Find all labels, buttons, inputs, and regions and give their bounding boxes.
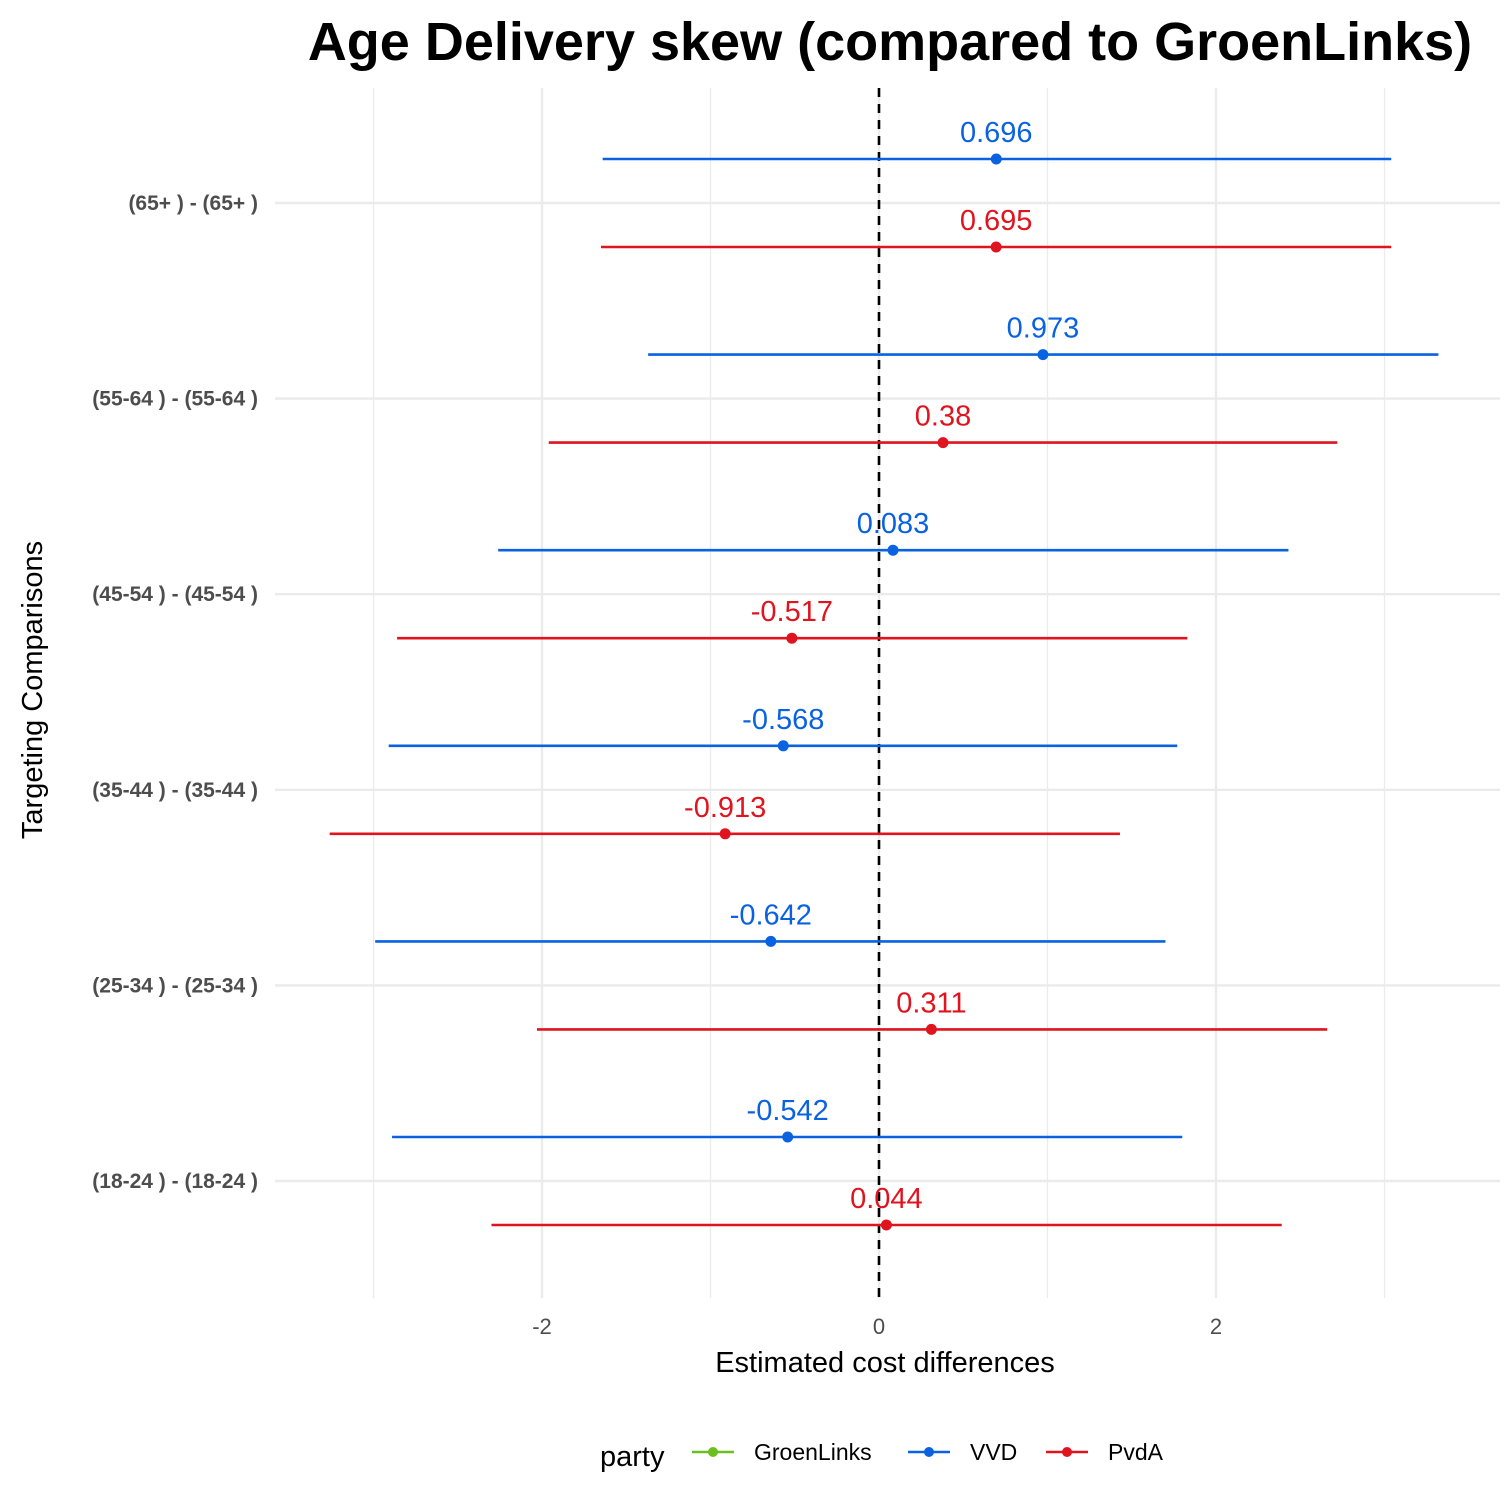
y-tick-label: (65+ ) - (65+ ) [128, 192, 258, 215]
y-tick-label: (35-44 ) - (35-44 ) [92, 779, 258, 802]
data-marks: 0.696 0.973 0.083 -0.568 -0.642 -0.542 0.695 0.… [329, 117, 1439, 1231]
legend-key-point [924, 1447, 934, 1457]
point-pvda [937, 437, 949, 449]
data-label-pvda: 0.695 [960, 205, 1033, 237]
point-vvd [765, 935, 777, 947]
legend-label: GroenLinks [754, 1439, 872, 1465]
grid [275, 88, 1500, 1298]
point-vvd [990, 153, 1002, 165]
x-tick-labels: -2 0 2 [532, 1314, 1222, 1339]
x-tick-label: 0 [873, 1314, 885, 1339]
x-tick-label: 2 [1210, 1314, 1222, 1339]
data-label-vvd: 0.696 [960, 117, 1033, 149]
data-label-pvda: 0.044 [850, 1183, 923, 1215]
y-tick-labels: (65+ ) - (65+ ) (55-64 ) - (55-64 ) (45-54… [92, 192, 258, 1193]
data-label-vvd: 0.973 [1007, 313, 1080, 345]
data-label-pvda: -0.517 [751, 596, 833, 628]
y-tick-label: (18-24 ) - (18-24 ) [92, 1170, 258, 1193]
legend-key-point [708, 1447, 718, 1457]
point-pvda [786, 632, 798, 644]
data-label-vvd: -0.642 [730, 899, 812, 931]
legend-label: VVD [970, 1439, 1017, 1465]
point-vvd [1037, 349, 1049, 361]
legend-key-point [1062, 1447, 1072, 1457]
point-pvda [925, 1023, 937, 1035]
data-label-pvda: -0.913 [684, 792, 766, 824]
point-vvd [887, 544, 899, 556]
chart-title: Age Delivery skew (compared to GroenLink… [308, 12, 1472, 72]
legend: party GroenLinks VVD PvdA [600, 1439, 1164, 1473]
legend-label: PvdA [1108, 1439, 1164, 1465]
y-axis-label: Targeting Comparisons [17, 541, 49, 839]
data-label-pvda: 0.38 [915, 401, 971, 433]
y-tick-label: (25-34 ) - (25-34 ) [92, 974, 258, 997]
data-label-vvd: -0.542 [747, 1095, 829, 1127]
data-label-pvda: 0.311 [896, 987, 966, 1019]
y-tick-label: (45-54 ) - (45-54 ) [92, 583, 258, 606]
x-axis-label: Estimated cost differences [715, 1347, 1055, 1379]
point-pvda [719, 828, 731, 840]
data-label-vvd: 0.083 [857, 508, 930, 540]
data-label-vvd: -0.568 [742, 704, 824, 736]
legend-title: party [600, 1441, 665, 1473]
x-tick-label: -2 [532, 1314, 552, 1339]
point-vvd [777, 740, 789, 752]
point-pvda [880, 1219, 892, 1231]
point-vvd [782, 1131, 794, 1143]
y-tick-label: (55-64 ) - (55-64 ) [92, 388, 258, 411]
point-pvda [990, 241, 1002, 253]
